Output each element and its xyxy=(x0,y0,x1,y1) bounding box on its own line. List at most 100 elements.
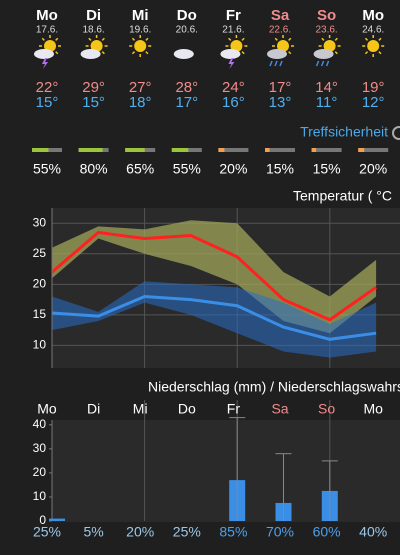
y-tick-label: 10 xyxy=(33,338,47,352)
x-tick-label: Mi xyxy=(133,401,148,417)
weather-icon xyxy=(362,35,385,57)
accuracy-value: 55% xyxy=(33,161,61,177)
day-name: So xyxy=(317,7,336,24)
sun-ray xyxy=(101,37,105,41)
sun xyxy=(90,40,103,52)
accuracy-value: 20% xyxy=(219,161,247,177)
sun xyxy=(367,40,380,52)
accuracy-track xyxy=(311,148,342,152)
temp-line xyxy=(51,295,377,341)
sun-ray xyxy=(145,51,149,55)
y-tick-label: 30 xyxy=(33,441,47,455)
temp-high: 22° xyxy=(36,79,59,96)
temp-title: Temperatur ( °C xyxy=(293,188,392,204)
temp-low: 13° xyxy=(269,94,292,111)
weather-icon xyxy=(129,35,152,57)
accuracy-value: 65% xyxy=(126,161,154,177)
temp-low: 15° xyxy=(82,94,105,111)
probability-label: 60% xyxy=(313,524,341,540)
temp-low: 15° xyxy=(36,94,59,111)
sun-ray xyxy=(364,51,369,55)
day-date: 21.6. xyxy=(222,25,244,36)
temp-line xyxy=(51,230,377,322)
temp-high: 29° xyxy=(82,79,105,96)
rain-drop xyxy=(269,60,273,67)
x-tick-label: Sa xyxy=(271,401,288,417)
probability-label: 25% xyxy=(33,524,61,540)
temp-high: 14° xyxy=(315,79,338,96)
bar xyxy=(49,518,65,521)
probability-label: 85% xyxy=(219,524,247,540)
info-icon[interactable] xyxy=(392,126,400,140)
cloud xyxy=(220,49,241,59)
weather-icon xyxy=(34,35,61,69)
sun-ray xyxy=(274,37,278,41)
weather-icon xyxy=(173,49,194,59)
accuracy-bar xyxy=(32,148,49,152)
accuracy-value: 20% xyxy=(359,161,387,177)
sun-ray xyxy=(334,51,338,55)
sun-ray xyxy=(88,37,92,41)
rain-drop xyxy=(279,60,283,67)
x-tick-label: So xyxy=(318,401,335,417)
lightning xyxy=(42,58,48,69)
day-name: Do xyxy=(177,7,197,24)
cloud xyxy=(80,49,101,59)
sun-ray xyxy=(364,37,369,41)
day-date: 23.6. xyxy=(315,25,337,36)
precip-chart-area xyxy=(52,420,400,522)
sun xyxy=(134,40,147,52)
y-tick-label: 25 xyxy=(33,246,47,260)
accuracy-value: 15% xyxy=(266,161,294,177)
temp-high: 24° xyxy=(222,79,245,96)
rain-drop xyxy=(315,60,320,67)
accuracy-value: 55% xyxy=(173,161,201,177)
x-tick-label: Fr xyxy=(227,401,241,417)
cloud xyxy=(313,49,334,59)
day-date: 17.6. xyxy=(36,25,58,36)
sun-ray xyxy=(321,37,325,41)
weather-icon xyxy=(80,35,108,59)
sun-ray xyxy=(378,51,382,55)
accuracy-track xyxy=(265,148,295,152)
temp-high: 28° xyxy=(175,79,198,96)
x-tick-label: Do xyxy=(178,401,196,417)
rain-drop xyxy=(325,60,330,67)
sun-ray xyxy=(55,37,59,41)
day-date: 24.6. xyxy=(362,25,384,36)
accuracy-bar xyxy=(78,148,103,152)
sun-ray xyxy=(288,37,292,41)
day-name: Mo xyxy=(362,7,384,24)
day-date: 20.6. xyxy=(176,25,198,36)
day-date: 18.6. xyxy=(82,25,104,36)
temp-high: 27° xyxy=(129,79,152,96)
sun-ray xyxy=(241,51,245,55)
y-tick-label: 20 xyxy=(33,465,47,479)
y-tick-label: 10 xyxy=(33,489,47,503)
sun-ray xyxy=(334,37,338,41)
accuracy-bar xyxy=(171,148,189,152)
accuracy-bar xyxy=(265,148,270,152)
sun-ray xyxy=(131,37,136,41)
day-date: 19.6. xyxy=(129,25,151,36)
accuracy-bar xyxy=(125,148,145,152)
accuracy-bar xyxy=(358,148,365,152)
temp-low: 16° xyxy=(222,94,245,111)
sun-ray xyxy=(145,37,149,41)
sun-ray xyxy=(378,37,382,41)
rain-drop xyxy=(320,60,325,67)
probability-label: 20% xyxy=(126,524,154,540)
weather-icon xyxy=(220,35,248,69)
cloud xyxy=(173,49,194,59)
sun-ray xyxy=(55,51,59,55)
probability-label: 40% xyxy=(359,524,387,540)
day-name: Mi xyxy=(132,7,149,24)
sun xyxy=(44,40,56,52)
lightning xyxy=(228,58,235,69)
day-name: Fr xyxy=(226,7,241,24)
rain-drop xyxy=(274,60,278,67)
x-tick-label: Di xyxy=(87,401,100,417)
sun-ray xyxy=(101,51,105,55)
probability-label: 5% xyxy=(83,524,103,540)
accuracy-value: 80% xyxy=(80,161,108,177)
